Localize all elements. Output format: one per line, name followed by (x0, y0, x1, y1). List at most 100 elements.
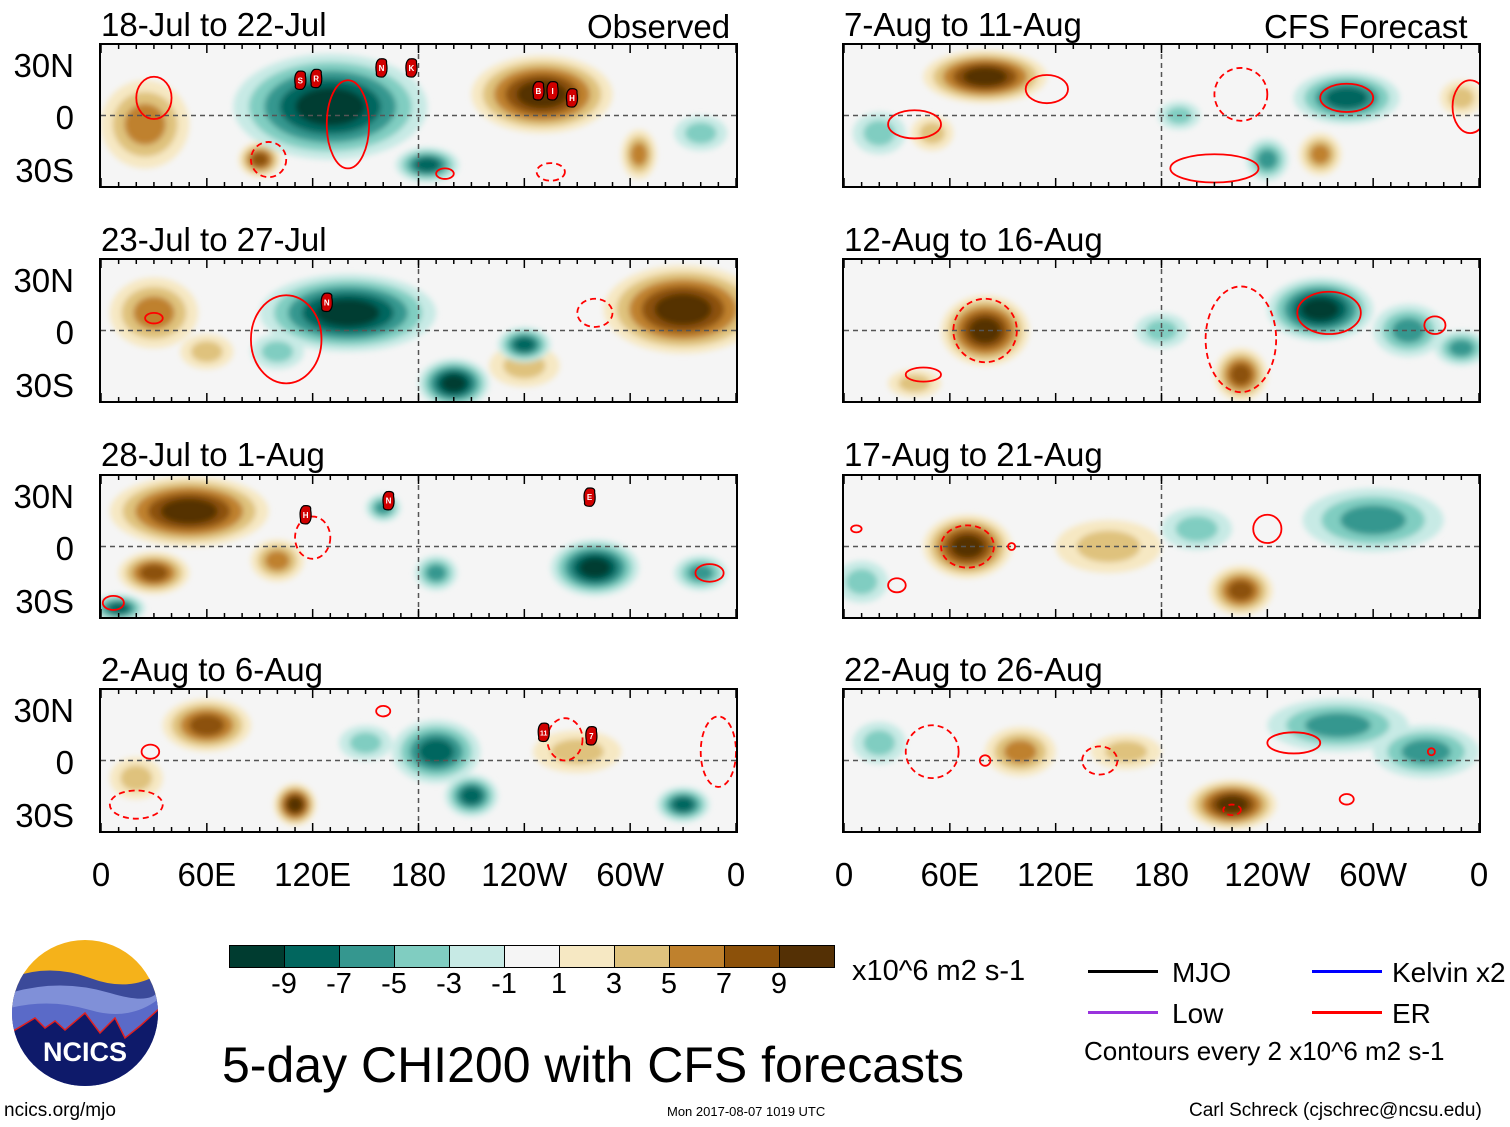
forecast-label: CFS Forecast (1264, 8, 1468, 45)
panel-title: 28-Jul to 1-Aug (101, 436, 325, 473)
er-contour (952, 297, 1018, 364)
er-contour (135, 75, 173, 120)
tropical-cyclone-icon: B (532, 81, 545, 101)
tropical-cyclone-icon: N (382, 490, 395, 511)
colorbar-tick-label: 1 (550, 968, 568, 1000)
anomaly-contour-fill (414, 157, 441, 172)
footer-timestamp: Mon 2017-08-07 1019 UTC (667, 1104, 826, 1119)
anomaly-contour-fill (1401, 739, 1451, 765)
lon-label: 60E (920, 856, 980, 893)
anomaly-contour-fill (426, 564, 447, 582)
lon-label: 120W (1224, 856, 1311, 893)
er-contour (535, 162, 566, 182)
er-contour (904, 724, 960, 780)
lon-label: 0 (91, 856, 111, 893)
tropical-cyclone-icon: I (546, 81, 559, 101)
tropical-cyclone-icon: N (375, 58, 388, 78)
panel-title: 17-Aug to 21-Aug (844, 436, 1103, 473)
low-line-swatch (1088, 1011, 1158, 1014)
lon-label: 120E (1017, 856, 1095, 893)
er-contour (1252, 513, 1283, 544)
tropical-cyclone-icon: H (565, 88, 579, 108)
colorbar (229, 945, 835, 968)
anomaly-field (888, 277, 1479, 401)
tropical-cyclone-icon: 11 (537, 722, 550, 743)
lon-label: 120W (481, 856, 568, 893)
storm-label: R (313, 74, 319, 83)
lat-label: 0 (55, 530, 74, 567)
lon-label: 60W (1339, 856, 1408, 893)
er-contour (1451, 79, 1479, 135)
storm-label: H (569, 94, 575, 103)
er-line-swatch (1312, 1011, 1382, 1014)
anomaly-contour-fill (120, 765, 153, 791)
colorbar-tick-label: 5 (660, 968, 678, 1000)
lon-label: 60W (596, 856, 665, 893)
tropical-cyclone-icon: 7 (585, 726, 598, 746)
anomaly-contour-fill (630, 142, 648, 166)
anomaly-contour-fill (845, 569, 878, 595)
storm-label: S (298, 76, 304, 85)
anomaly-contour-fill (863, 120, 896, 146)
er-contour (940, 524, 995, 569)
lat-label: 30S (15, 367, 74, 404)
er-contour (294, 515, 332, 560)
er-contour (144, 311, 164, 325)
lat-label: 30N (13, 47, 74, 84)
er-contour (1319, 82, 1375, 113)
colorbar-swatch (725, 946, 780, 967)
panel-title: 12-Aug to 16-Aug (844, 221, 1103, 258)
anomaly-contour-fill (349, 732, 382, 754)
colorbar-swatch (285, 946, 340, 967)
colorbar-tick-label: 9 (770, 968, 788, 1000)
lon-label: 0 (834, 856, 854, 893)
lon-label: 120E (274, 856, 352, 893)
contour-note: Contours every 2 x10^6 m2 s-1 (1084, 1036, 1445, 1066)
tropical-cyclone-icon: N (320, 292, 333, 313)
footer-url[interactable]: ncics.org/mjo (4, 1100, 116, 1121)
er-contour (1266, 731, 1322, 755)
anomaly-contour-fill (139, 564, 169, 582)
tropical-cyclone-icon: S (294, 70, 307, 91)
map-panel: 11 7 (99, 688, 738, 833)
lon-label: 180 (390, 856, 447, 893)
anomaly-contour-fill (189, 714, 225, 736)
colorbar-swatch (780, 946, 834, 967)
map-panel (842, 43, 1481, 188)
anomaly-field (109, 265, 736, 401)
storm-label: K (409, 64, 415, 73)
panel-title: 18-Jul to 22-Jul (101, 6, 327, 43)
anomaly-contour-fill (441, 374, 467, 393)
anomaly-contour-fill (1003, 740, 1037, 764)
anomaly-contour-fill (684, 122, 717, 144)
legend-low: Low (1172, 998, 1224, 1029)
anomaly-field (109, 698, 710, 826)
legend-mjo: MJO (1172, 957, 1232, 988)
storm-label: H (303, 511, 309, 520)
anomaly-contour-fill (1340, 505, 1407, 535)
lat-label: 30S (15, 152, 74, 189)
er-contour (978, 754, 992, 767)
er-contour (1338, 793, 1355, 806)
colorbar-swatch (615, 946, 670, 967)
er-contour (1204, 285, 1278, 394)
storm-label: E (587, 493, 593, 502)
tropical-cyclone-icon: E (583, 487, 596, 507)
anomaly-contour-fill (295, 87, 366, 126)
er-contour (250, 141, 288, 179)
anomaly-contour-fill (672, 797, 694, 812)
anomaly-contour-fill (287, 796, 303, 813)
anomaly-contour-fill (1310, 144, 1331, 165)
map-panel: N (99, 258, 738, 403)
storm-label: N (324, 298, 330, 307)
colorbar-swatch (560, 946, 615, 967)
anomaly-contour-fill (969, 317, 1001, 344)
colorbar-swatch (450, 946, 505, 967)
map-panel (842, 258, 1481, 403)
anomaly-contour-fill (919, 122, 945, 144)
anomaly-field (101, 476, 728, 617)
legend-er: ER (1392, 998, 1431, 1029)
anomaly-contour-fill (579, 557, 611, 578)
anomaly-contour-fill (265, 550, 290, 571)
